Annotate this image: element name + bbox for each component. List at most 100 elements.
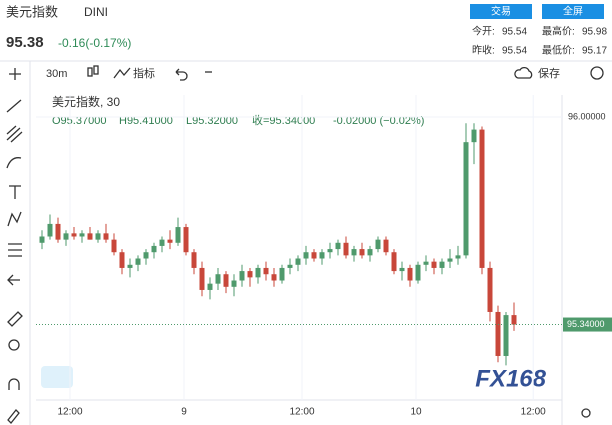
crosshair-tool[interactable] bbox=[9, 68, 21, 80]
candle-body bbox=[423, 261, 429, 265]
candle-body bbox=[159, 239, 165, 246]
text-tool[interactable] bbox=[9, 185, 21, 199]
symbol-code: DINI bbox=[84, 5, 108, 19]
candle-body bbox=[391, 252, 397, 272]
stat-label: 最低价: bbox=[542, 44, 575, 57]
candle-body bbox=[111, 239, 117, 253]
candle-body bbox=[447, 258, 453, 262]
candle-body bbox=[247, 271, 253, 278]
price: 95.38 bbox=[6, 34, 44, 51]
pattern-tool[interactable] bbox=[7, 211, 22, 227]
candle-body bbox=[375, 239, 381, 250]
stat-value: 95.17 bbox=[582, 46, 607, 57]
cloud-icon[interactable] bbox=[514, 66, 533, 79]
stat-value: 95.98 bbox=[582, 27, 607, 38]
candle-body bbox=[295, 258, 301, 265]
candle-body bbox=[55, 223, 61, 240]
interval[interactable]: 30m bbox=[46, 68, 67, 80]
candle-body bbox=[335, 242, 341, 250]
legend-change: -0.02000 (−0.02%) bbox=[333, 115, 424, 127]
candle-body bbox=[215, 274, 221, 284]
indicator-icon[interactable] bbox=[113, 67, 131, 79]
candle-body bbox=[127, 264, 133, 268]
trade-button[interactable] bbox=[470, 4, 532, 19]
candle-body bbox=[383, 239, 389, 253]
settings-icon[interactable] bbox=[590, 66, 604, 80]
candle-body bbox=[207, 283, 213, 290]
lock-tool[interactable] bbox=[7, 409, 20, 424]
candle-body bbox=[407, 267, 413, 281]
stat-value: 95.54 bbox=[502, 46, 527, 57]
candle-body bbox=[175, 227, 181, 243]
price-change: -0.16(-0.17%) bbox=[58, 36, 131, 50]
y-tick-label: 96.00000 bbox=[568, 111, 606, 121]
last-price-label: 95.34000 bbox=[567, 319, 605, 329]
candle-body bbox=[343, 242, 349, 256]
candle-body bbox=[455, 255, 461, 259]
candle-body bbox=[271, 274, 277, 281]
candle-body bbox=[463, 142, 469, 256]
axis-settings[interactable] bbox=[581, 408, 591, 418]
ruler-tool[interactable] bbox=[7, 311, 23, 327]
stat-label: 今开: bbox=[472, 25, 495, 38]
legend-low: L95.32000 bbox=[186, 115, 238, 127]
candle-body bbox=[199, 267, 205, 290]
prediction-tool[interactable] bbox=[8, 243, 22, 257]
fullscreen-button[interactable] bbox=[542, 4, 604, 19]
candle-body bbox=[359, 249, 365, 256]
fullscreen-label[interactable]: 全屏 bbox=[563, 5, 583, 18]
candle-body bbox=[191, 252, 197, 268]
back-tool[interactable] bbox=[7, 274, 20, 286]
candle-body bbox=[239, 271, 245, 281]
x-tick-label: 10 bbox=[410, 407, 422, 418]
x-tick-label: 12:00 bbox=[289, 407, 314, 418]
legend-open: O95.37000 bbox=[52, 115, 106, 127]
watermark: FX168 bbox=[475, 365, 546, 392]
line-tool[interactable] bbox=[6, 99, 22, 113]
candle-body bbox=[143, 252, 149, 259]
brush-tool[interactable] bbox=[6, 157, 22, 169]
stat-value: 95.54 bbox=[502, 27, 527, 38]
zoom-tool[interactable] bbox=[8, 339, 20, 351]
left-toolbar bbox=[6, 68, 23, 424]
symbol-name: 美元指数 bbox=[6, 4, 58, 19]
candle-body bbox=[351, 249, 357, 256]
x-tick-label: 12:00 bbox=[521, 407, 546, 418]
trade-label[interactable]: 交易 bbox=[491, 5, 511, 18]
candle-body bbox=[71, 233, 77, 237]
last-price-box bbox=[563, 317, 612, 332]
candle-body bbox=[439, 261, 445, 268]
candle-body bbox=[303, 252, 309, 259]
legend-close: 收=95.34000 bbox=[252, 113, 315, 127]
candle-body bbox=[415, 264, 421, 281]
candle-body bbox=[223, 274, 229, 287]
candle-icon[interactable] bbox=[87, 65, 99, 77]
candle-body bbox=[263, 267, 269, 275]
candle-body bbox=[135, 258, 141, 265]
candle-body bbox=[151, 245, 157, 253]
candle-body bbox=[279, 267, 285, 281]
legend-high: H95.41000 bbox=[119, 115, 173, 127]
undo-icon[interactable] bbox=[175, 68, 188, 81]
candle-body bbox=[319, 252, 325, 259]
candle-body bbox=[63, 233, 69, 240]
fib-tool[interactable] bbox=[6, 125, 23, 143]
save[interactable]: 保存 bbox=[538, 66, 560, 80]
logo-badge bbox=[41, 366, 73, 388]
magnet-tool[interactable] bbox=[8, 378, 20, 390]
candle-body bbox=[471, 129, 477, 143]
x-tick-label: 12:00 bbox=[57, 407, 82, 418]
candle-body bbox=[399, 267, 405, 272]
candle-body bbox=[255, 267, 261, 278]
candle-body bbox=[487, 267, 493, 312]
candle-body bbox=[103, 233, 109, 240]
stat-label: 最高价: bbox=[542, 25, 575, 38]
candle-body bbox=[95, 233, 101, 240]
candle-body bbox=[167, 239, 173, 243]
indicators[interactable]: 指标 bbox=[133, 66, 155, 80]
candle-body bbox=[39, 236, 45, 243]
candle-body bbox=[511, 315, 517, 325]
candle-body bbox=[367, 249, 373, 256]
